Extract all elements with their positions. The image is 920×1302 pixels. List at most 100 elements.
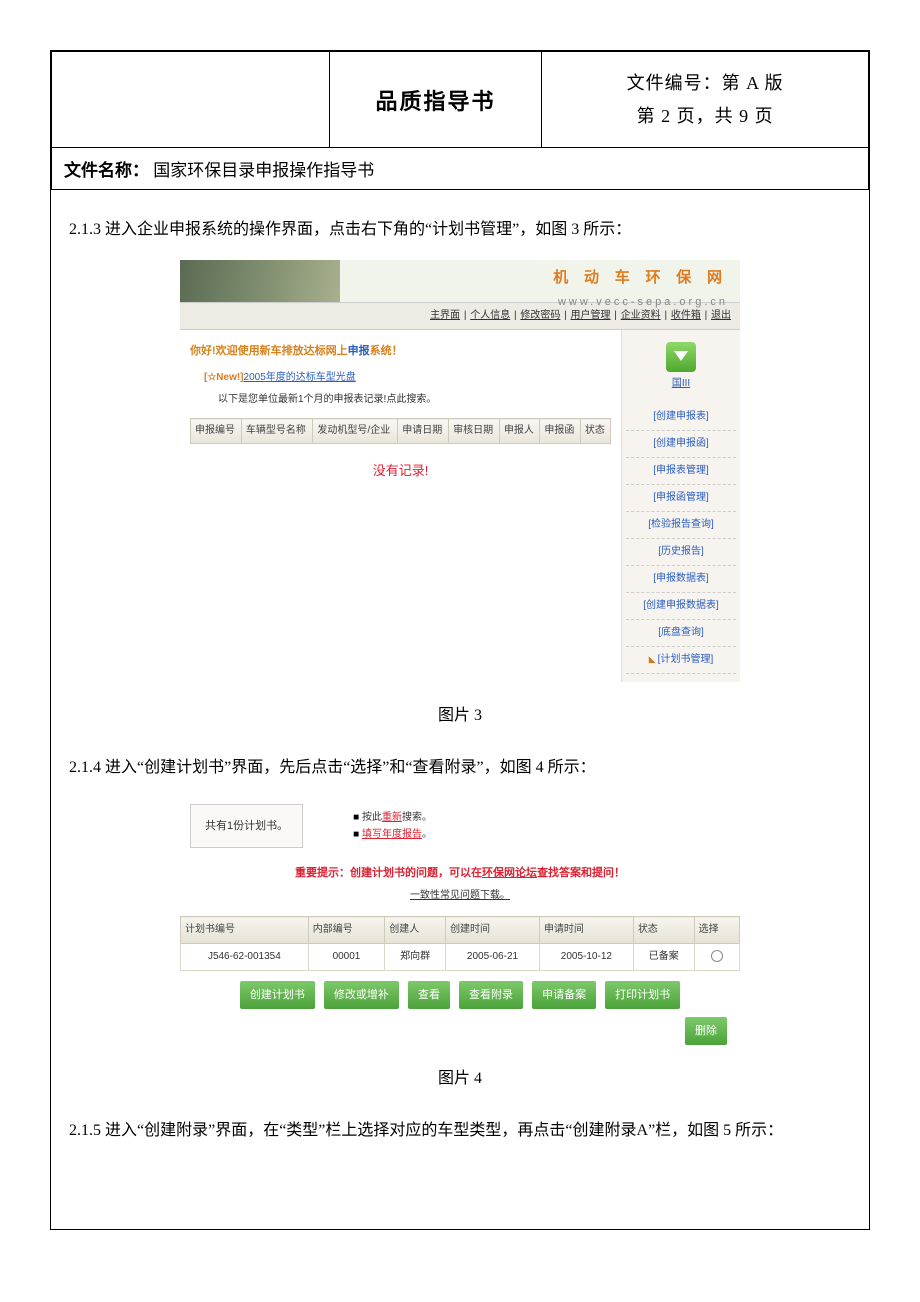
- col-reporter: 申报人: [499, 419, 539, 444]
- btn-apply-filing[interactable]: 申请备案: [532, 981, 596, 1009]
- content-area: 2.1.3 进入企业申报系统的操作界面，点击右下角的“计划书管理”，如图 3 所…: [51, 190, 869, 1191]
- side-link-2[interactable]: [申报表管理]: [653, 465, 709, 476]
- doc-name-cell: 文件名称： 国家环保目录申报操作指导书: [52, 148, 869, 190]
- col-letter: 申报函: [540, 419, 580, 444]
- fig4-delete-row: 删除: [180, 1017, 740, 1045]
- figure-4-wrap: 共有1份计划书。 ■ 按此重新搜索。 ■ 填写年度报告。 重要提示：创建计划书的…: [69, 798, 851, 1045]
- cell-creator: 郑向群: [385, 944, 446, 971]
- caption-fig3: 图片 3: [69, 700, 851, 732]
- cell-atime: 2005-10-12: [539, 944, 633, 971]
- side-link-6[interactable]: [申报数据表]: [653, 573, 709, 584]
- col-engine: 发动机型号/企业: [313, 419, 398, 444]
- fig3-banner-graphic: [180, 260, 340, 302]
- plan-row: J546-62-001354 00001 郑向群 2005-06-21 2005…: [181, 944, 740, 971]
- fig3-logo-block: 机 动 车 环 保 网 www.vecc-sepa.org.cn: [340, 260, 740, 302]
- bullet-square-icon: ■: [353, 829, 359, 840]
- col-model: 车辆型号名称: [241, 419, 313, 444]
- figure-4-screenshot: 共有1份计划书。 ■ 按此重新搜索。 ■ 填写年度报告。 重要提示：创建计划书的…: [180, 798, 740, 1045]
- col-status: 状态: [580, 419, 610, 444]
- btn-view-appendix[interactable]: 查看附录: [459, 981, 523, 1009]
- btn-delete[interactable]: 删除: [685, 1017, 727, 1045]
- header-left-cell: [52, 52, 330, 148]
- side-label-guo3[interactable]: 国III: [626, 374, 736, 394]
- side-link-7[interactable]: [创建申报数据表]: [643, 600, 719, 611]
- fig3-banner: 机 动 车 环 保 网 www.vecc-sepa.org.cn: [180, 260, 740, 302]
- welcome-blue: 申报: [348, 345, 370, 357]
- fig4-plans-table: 计划书编号 内部编号 创建人 创建时间 申请时间 状态 选择 J546-62-0…: [180, 916, 740, 971]
- side-link-1[interactable]: [创建申报函]: [653, 438, 709, 449]
- pcol-select: 选择: [694, 917, 739, 944]
- welcome-pre: 你好!欢迎使用新车排放达标网上: [190, 345, 348, 357]
- btn-modify[interactable]: 修改或增补: [324, 981, 399, 1009]
- para-214: 2.1.4 进入“创建计划书”界面，先后点击“选择”和“查看附录”，如图 4 所…: [69, 752, 851, 784]
- pcol-id: 计划书编号: [181, 917, 309, 944]
- bullet-square-icon: ■: [353, 812, 359, 823]
- side-link-0[interactable]: [创建申报表]: [653, 411, 709, 422]
- doc-name-label: 文件名称：: [64, 161, 149, 180]
- side-link-5[interactable]: [历史报告]: [658, 546, 704, 557]
- warn-pre: 重要提示：创建计划书的问题，可以在: [295, 867, 482, 879]
- side-link-4[interactable]: [检验报告查询]: [648, 519, 714, 530]
- pcol-internal: 内部编号: [308, 917, 384, 944]
- file-no-line: 文件编号：第 A 版: [542, 67, 868, 99]
- fig4-faq-link[interactable]: 一致性常见问题下载。: [180, 886, 740, 906]
- fig4-top-row: 共有1份计划书。 ■ 按此重新搜索。 ■ 填写年度报告。: [180, 798, 740, 858]
- fig3-new-row: [☆New!]2005年度的达标车型光盘: [204, 368, 611, 388]
- act1-pre: 按此: [362, 812, 382, 823]
- fig4-count-box: 共有1份计划书。: [190, 804, 303, 848]
- act2-suf: 。: [422, 829, 432, 840]
- fig3-subtext: 以下是您单位最新1个月的申报表记录!点此搜索。: [218, 390, 611, 410]
- side-link-3[interactable]: [申报函管理]: [653, 492, 709, 503]
- btn-print-plan[interactable]: 打印计划书: [605, 981, 680, 1009]
- page: 品质指导书 文件编号：第 A 版 第 2 页，共 9 页 文件名称： 国家环保目…: [0, 0, 920, 1302]
- welcome-suf: 系统！: [370, 345, 403, 357]
- cell-select: [694, 944, 739, 971]
- cell-status: 已备案: [633, 944, 694, 971]
- fig3-logo-zh: 机 动 车 环 保 网: [340, 263, 728, 293]
- para-213: 2.1.3 进入企业申报系统的操作界面，点击右下角的“计划书管理”，如图 3 所…: [69, 214, 851, 246]
- act1-red[interactable]: 重新: [382, 812, 402, 823]
- act2-red[interactable]: 填写年度报告: [362, 829, 422, 840]
- caption-fig4: 图片 4: [69, 1063, 851, 1095]
- fig3-records-table: 申报编号 车辆型号名称 发动机型号/企业 申请日期 审核日期 申报人 申报函 状…: [190, 418, 611, 444]
- side-link-plan-mgmt[interactable]: [计划书管理]: [658, 654, 714, 665]
- pcol-ctime: 创建时间: [446, 917, 540, 944]
- bullet-icon: ◣: [649, 654, 656, 664]
- cell-internal: 00001: [308, 944, 384, 971]
- doc-title: 品质指导书: [329, 52, 541, 148]
- new-badge: [☆New!]: [204, 372, 244, 383]
- new-link[interactable]: 2005年度的达标车型光盘: [244, 372, 356, 383]
- fig4-warning: 重要提示：创建计划书的问题，可以在环保网论坛查找答案和提问！: [180, 862, 740, 884]
- document-frame: 品质指导书 文件编号：第 A 版 第 2 页，共 9 页 文件名称： 国家环保目…: [50, 50, 870, 1230]
- btn-view[interactable]: 查看: [408, 981, 450, 1009]
- warn-suf: 查找答案和提问！: [537, 867, 625, 879]
- fig3-no-records: 没有记录!: [190, 444, 611, 498]
- fig3-side-links: [创建申报表] [创建申报函] [申报表管理] [申报函管理] [检验报告查询]…: [626, 404, 736, 674]
- pcol-status: 状态: [633, 917, 694, 944]
- doc-name-value: 国家环保目录申报操作指导书: [153, 161, 374, 180]
- side-link-8[interactable]: [底盘查询]: [658, 627, 704, 638]
- warn-forum-link[interactable]: 环保网论坛: [482, 867, 537, 879]
- btn-create-plan[interactable]: 创建计划书: [240, 981, 315, 1009]
- cell-id: J546-62-001354: [181, 944, 309, 971]
- fig4-actions: ■ 按此重新搜索。 ■ 填写年度报告。: [353, 809, 432, 843]
- col-applydate: 申请日期: [398, 419, 449, 444]
- select-radio[interactable]: [711, 950, 723, 962]
- para-215: 2.1.5 进入“创建附录”界面，在“类型”栏上选择对应的车型类型，再点击“创建…: [69, 1115, 851, 1147]
- figure-3-screenshot: 机 动 车 环 保 网 www.vecc-sepa.org.cn 主界面 | 个…: [180, 260, 740, 682]
- header-right-cell: 文件编号：第 A 版 第 2 页，共 9 页: [542, 52, 869, 148]
- download-arrow-icon[interactable]: [666, 342, 696, 372]
- col-reviewdate: 审核日期: [449, 419, 500, 444]
- fig3-welcome: 你好!欢迎使用新车排放达标网上申报系统！: [190, 340, 611, 362]
- header-table: 品质指导书 文件编号：第 A 版 第 2 页，共 9 页 文件名称： 国家环保目…: [51, 51, 869, 190]
- fig3-sidebar: 国III [创建申报表] [创建申报函] [申报表管理] [申报函管理] [检验…: [621, 330, 740, 682]
- page-line: 第 2 页，共 9 页: [542, 100, 868, 132]
- fig3-main: 你好!欢迎使用新车排放达标网上申报系统！ [☆New!]2005年度的达标车型光…: [180, 330, 621, 682]
- fig4-button-row: 创建计划书 修改或增补 查看 查看附录 申请备案 打印计划书: [180, 981, 740, 1009]
- pcol-creator: 创建人: [385, 917, 446, 944]
- cell-ctime: 2005-06-21: [446, 944, 540, 971]
- col-id: 申报编号: [191, 419, 242, 444]
- act1-suf: 搜索。: [402, 812, 432, 823]
- pcol-atime: 申请时间: [539, 917, 633, 944]
- fig3-logo-en: www.vecc-sepa.org.cn: [340, 291, 728, 313]
